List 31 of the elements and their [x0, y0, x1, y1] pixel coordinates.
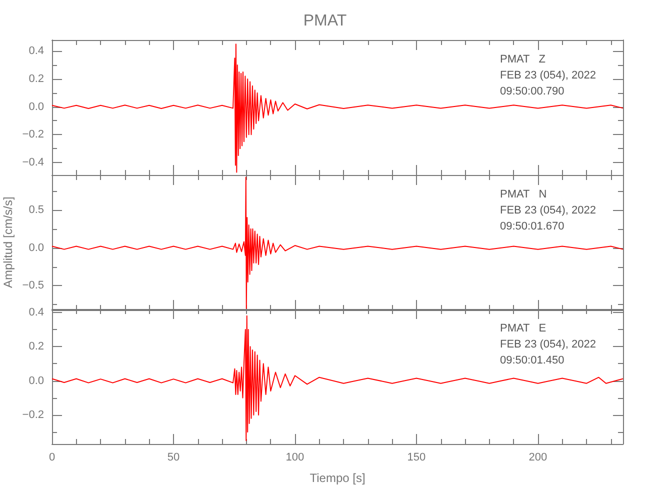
annotation: FEB 23 (054), 2022: [500, 338, 596, 351]
y-tick-label: −0.2: [22, 128, 44, 141]
annotation: FEB 23 (054), 2022: [500, 70, 596, 82]
y-tick-label: −0.4: [22, 156, 44, 168]
annotation: FEB 23 (054), 2022: [500, 204, 596, 216]
y-tick-label: 0.0: [28, 375, 44, 388]
line-series: [52, 316, 624, 442]
x-tick-label: 150: [407, 452, 426, 464]
y-tick-label: 0.2: [28, 340, 44, 353]
annotation: PMAT Z: [500, 54, 546, 66]
y-tick-label: 0.4: [28, 45, 44, 58]
annotation: 09:50:00.790: [500, 86, 564, 98]
y-tick-label: 0.0: [28, 100, 44, 113]
y-tick-label: 0.2: [28, 72, 44, 85]
annotation: 09:50:01.670: [500, 220, 564, 232]
x-tick-label: 100: [286, 452, 304, 464]
x-axis-title: Tiempo [s]: [310, 471, 366, 486]
x-tick-label: 200: [528, 452, 548, 464]
y-tick-label: 0.4: [28, 306, 44, 319]
y-tick-label: −0.2: [22, 409, 44, 422]
line-series: [52, 44, 624, 173]
annotation: 09:50:01.450: [500, 354, 564, 367]
x-tick-label: 0: [48, 452, 56, 464]
annotation: PMAT E: [500, 322, 546, 335]
y-tick-label: −0.5: [22, 279, 44, 292]
y-tick-label: 0.0: [28, 241, 44, 254]
x-tick-label: 50: [167, 452, 180, 464]
chart-title: PMAT: [303, 12, 347, 30]
y-tick-label: 0.5: [28, 204, 44, 216]
y-axis-title: Amplitud [cm/s/s]: [1, 196, 15, 288]
annotation: PMAT N: [500, 188, 547, 200]
